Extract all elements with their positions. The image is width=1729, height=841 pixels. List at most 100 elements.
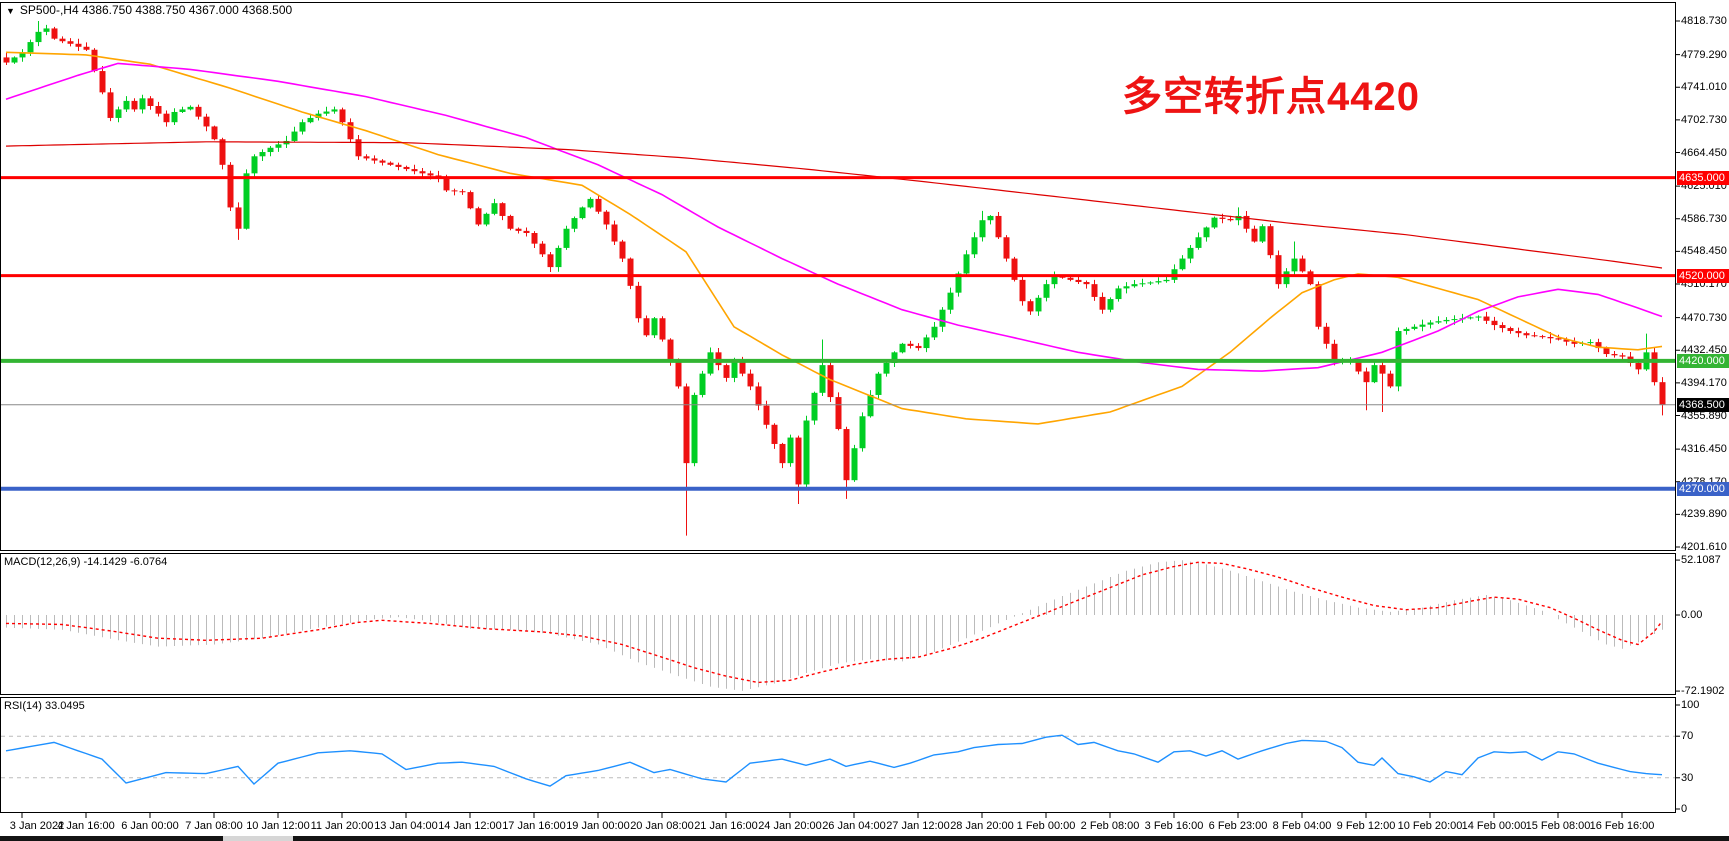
rsi-axis-label: 30 [1681, 771, 1694, 784]
candle [1547, 336, 1554, 339]
scrollbar-thumb[interactable] [223, 836, 293, 841]
date-axis-label: 17 Jan 16:00 [502, 820, 566, 832]
candle [1523, 333, 1530, 336]
candle [811, 392, 818, 421]
rsi-line [5, 734, 1663, 787]
candle [1091, 284, 1098, 297]
candle [35, 31, 42, 43]
candle [1611, 354, 1618, 356]
candle [1395, 331, 1402, 387]
candle [659, 318, 666, 340]
candle [515, 228, 522, 231]
price-axis-label: 4664.450 [1681, 146, 1727, 159]
candle [1051, 275, 1058, 285]
candle [427, 173, 434, 176]
date-axis-label: 1 Feb 00:00 [1016, 820, 1076, 832]
candle [1203, 227, 1210, 238]
candle [595, 198, 602, 212]
candle [875, 373, 882, 395]
candle [187, 106, 194, 110]
candle [1107, 299, 1114, 310]
date-axis-label: 6 Feb 23:00 [1208, 820, 1268, 832]
date-axis-label: 6 Jan 00:00 [121, 820, 179, 832]
ma-slow-red [5, 141, 1663, 269]
candle [915, 345, 922, 349]
candle [1027, 301, 1034, 312]
rsi-axis-label: 100 [1681, 699, 1700, 711]
horizontal-scrollbar[interactable] [0, 836, 1729, 841]
candle [1467, 317, 1474, 319]
rsi-axis-label: 0 [1681, 803, 1688, 815]
candle [1283, 271, 1290, 285]
candle [1555, 338, 1562, 340]
candle [1379, 365, 1386, 374]
candle [1427, 322, 1434, 325]
candle [395, 164, 402, 167]
price-axis-label: 4779.290 [1681, 48, 1727, 61]
candle [1355, 360, 1362, 372]
chart-ohlc-values: 4386.750 4388.750 4367.000 4368.500 [81, 3, 293, 17]
candle [243, 173, 250, 229]
candle [987, 215, 994, 221]
symbol-dropdown-icon[interactable]: ▼ [6, 6, 15, 16]
price-axis-label: 4548.450 [1681, 245, 1727, 258]
macd-axis-label: 0.00 [1681, 609, 1703, 621]
candle [1331, 343, 1338, 361]
chart-symbol-timeframe: SP500-,H4 [19, 3, 79, 17]
candle [299, 122, 306, 132]
candle [355, 139, 362, 157]
candle [1147, 282, 1154, 284]
candle [539, 243, 546, 255]
macd-indicator-label: MACD(12,26,9) -14.1429 -6.0764 [4, 556, 168, 568]
rsi-indicator-label: RSI(14) 33.0495 [4, 700, 85, 712]
candle [331, 109, 338, 112]
candle [51, 28, 58, 39]
candle [1435, 321, 1442, 323]
candle [1571, 341, 1578, 344]
candle [635, 285, 642, 319]
candle [803, 420, 810, 485]
candle [947, 292, 954, 310]
price-axis-label: 4470.730 [1681, 311, 1727, 324]
candle [1243, 215, 1250, 229]
date-axis-label: 28 Jan 20:00 [950, 820, 1014, 832]
macd-histogram [6, 560, 1663, 691]
candle [795, 437, 802, 485]
candle [3, 57, 10, 63]
current-price-tag: 4368.500 [1677, 397, 1729, 412]
candle [171, 111, 178, 123]
candle [779, 443, 786, 464]
candle [1475, 316, 1482, 318]
candle [155, 106, 162, 114]
candle [1035, 297, 1042, 312]
price-axis-label: 4355.890 [1681, 409, 1727, 422]
date-axis-label: 11 Jan 20:00 [310, 820, 374, 832]
candle [931, 326, 938, 338]
candle [1539, 336, 1546, 338]
candle [475, 208, 482, 225]
candle [315, 113, 322, 118]
candle [179, 109, 186, 112]
candle [619, 241, 626, 259]
candle [1155, 281, 1162, 283]
candle [1531, 335, 1538, 337]
candle [147, 98, 154, 107]
candle [227, 164, 234, 208]
price-axis-label: 4702.730 [1681, 113, 1727, 126]
candle [443, 177, 450, 191]
candle [715, 352, 722, 366]
candle [771, 424, 778, 444]
candle [667, 339, 674, 361]
candle [787, 437, 794, 464]
date-axis-label: 16 Feb 16:00 [1589, 820, 1655, 832]
candle [1619, 355, 1626, 357]
candle [883, 362, 890, 374]
candle [211, 126, 218, 140]
date-axis-label: 27 Jan 12:00 [886, 820, 950, 832]
candle [27, 42, 34, 53]
date-axis-label: 24 Jan 20:00 [758, 820, 822, 832]
date-axis-label: 3 Jan 2022 [9, 820, 65, 832]
candle [1507, 328, 1514, 332]
